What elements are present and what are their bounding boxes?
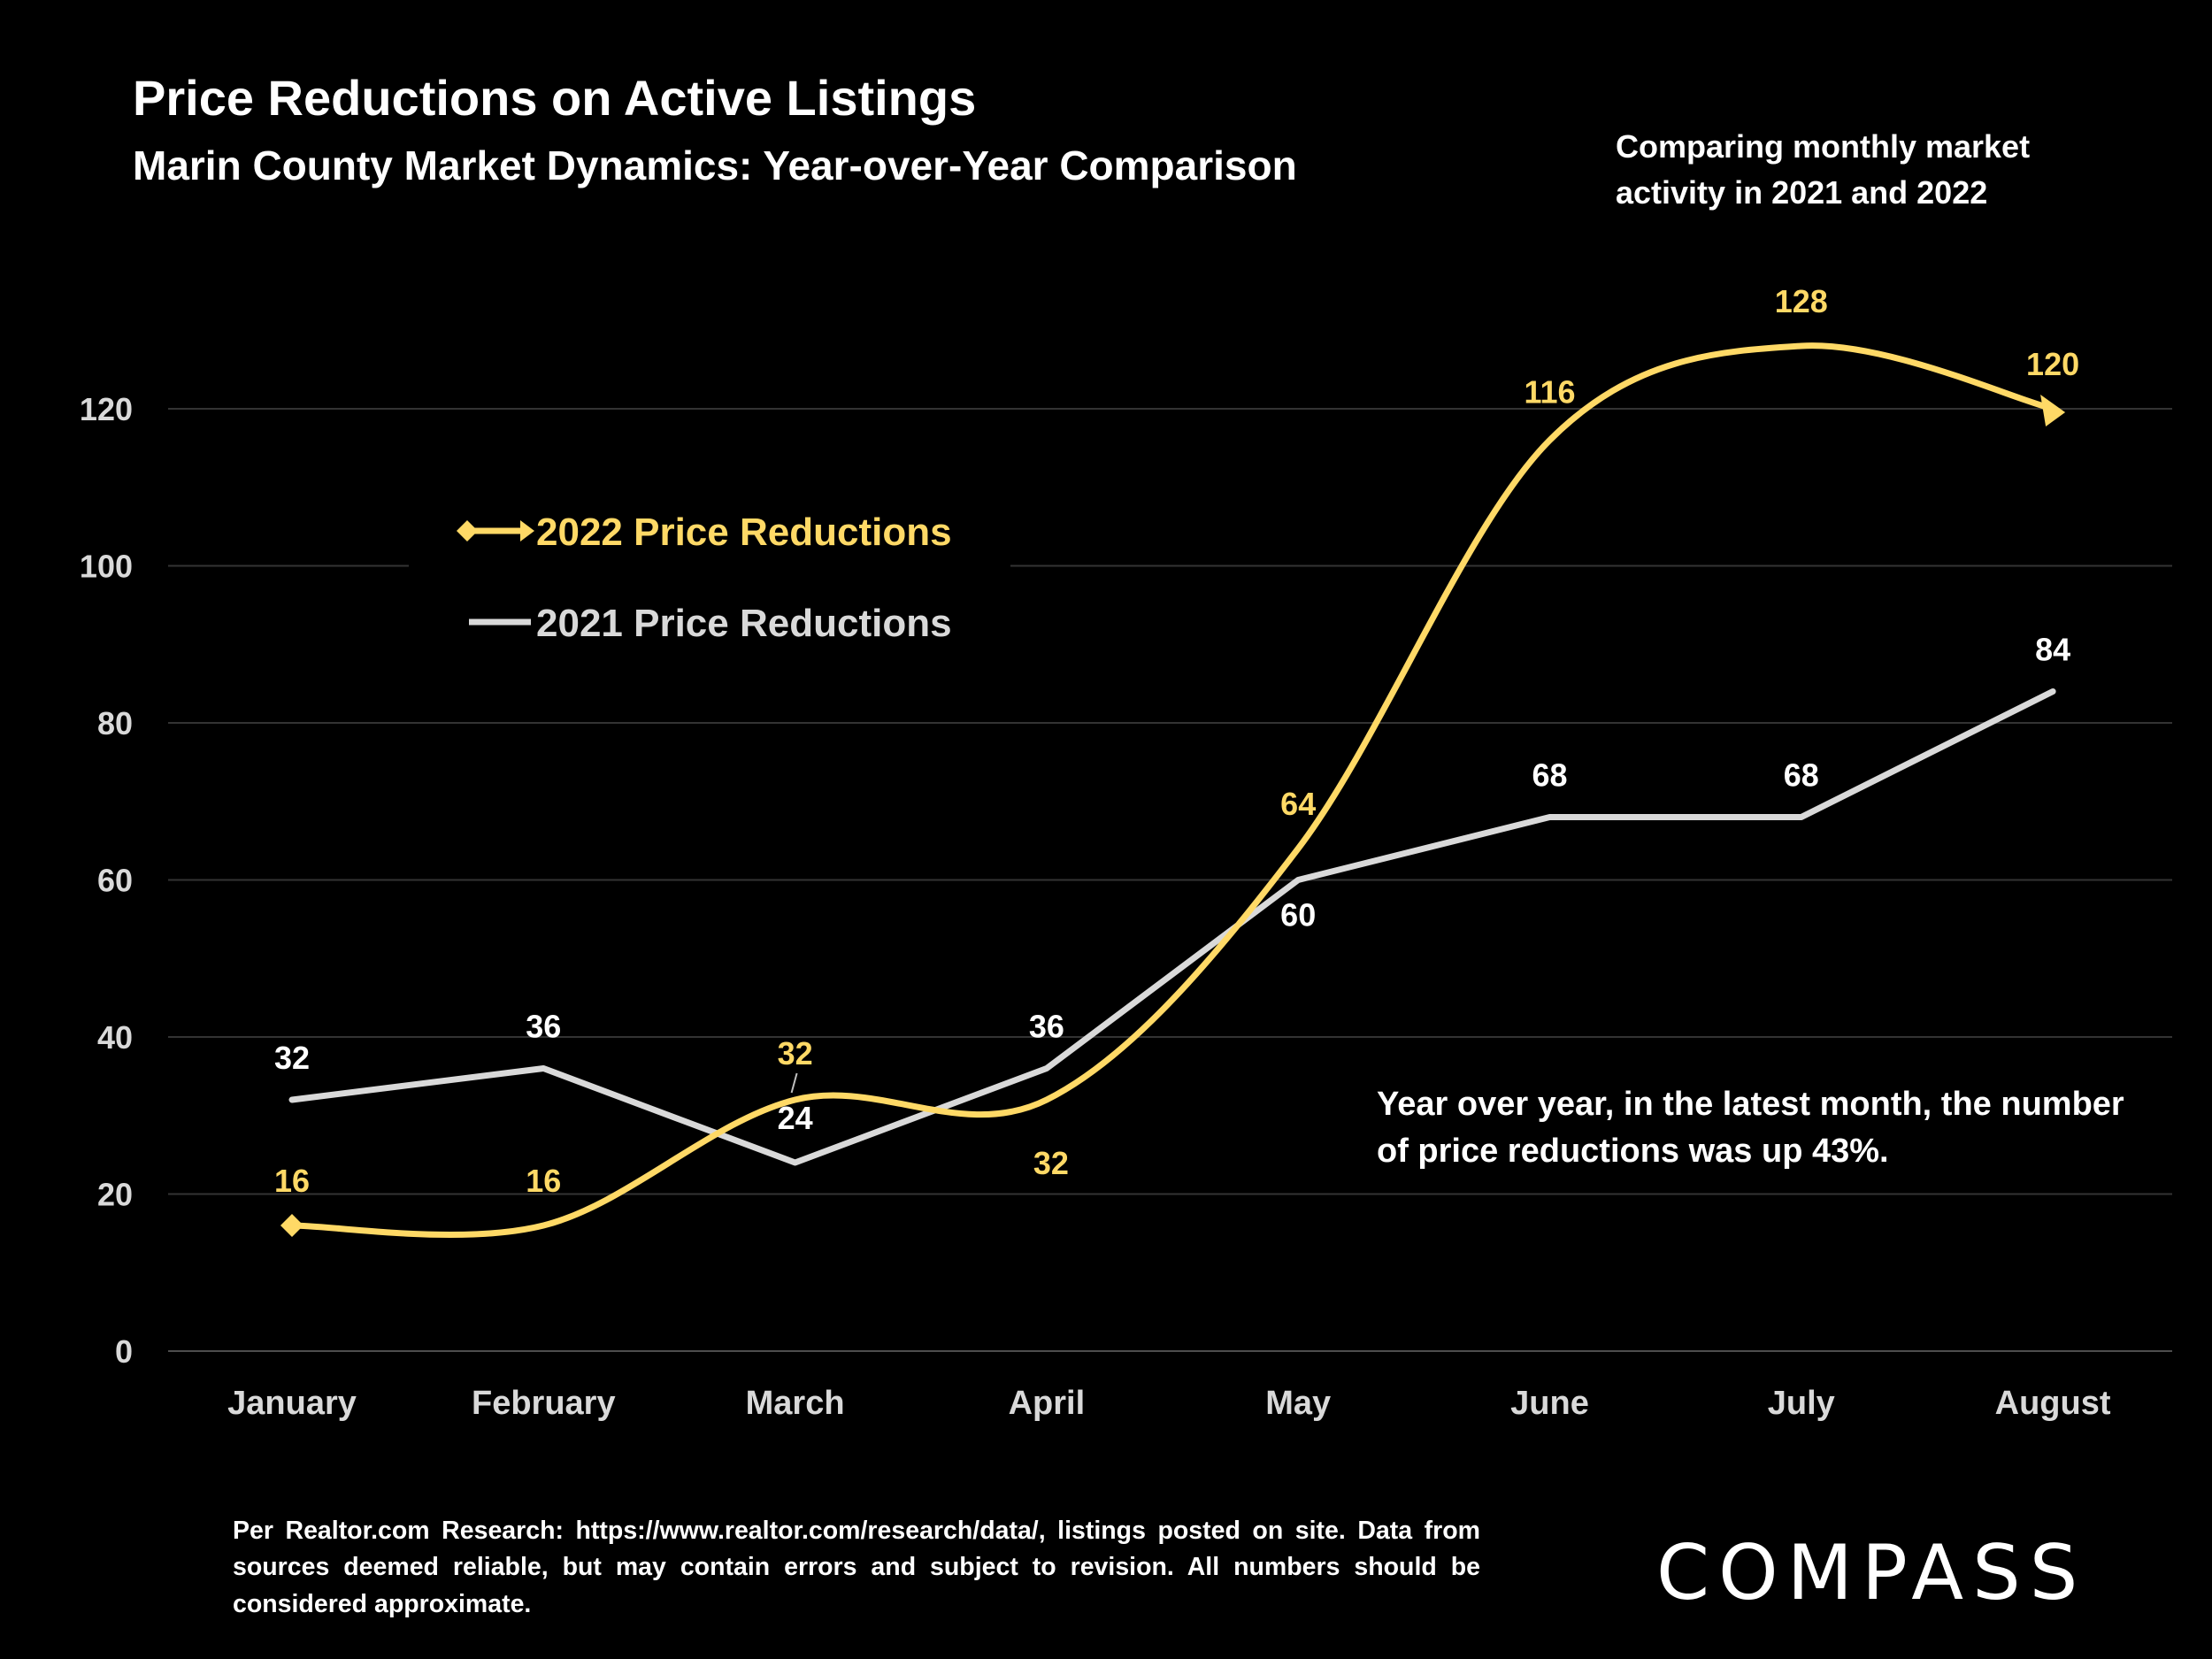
series-2021-data-label: 36 <box>526 1009 561 1045</box>
series-2022-data-label: 64 <box>1280 786 1316 822</box>
x-tick-label: July <box>1768 1385 1835 1422</box>
legend-2022-label: 2022 Price Reductions <box>536 511 952 554</box>
x-tick-label: June <box>1510 1385 1589 1422</box>
x-tick-label: April <box>1009 1385 1086 1422</box>
x-tick-label: January <box>227 1385 357 1422</box>
series-2021-data-label: 68 <box>1784 757 1819 794</box>
series-2022-data-label: 16 <box>274 1163 310 1199</box>
series-2021-data-label: 68 <box>1532 757 1567 794</box>
y-tick-label: 60 <box>97 863 133 899</box>
series-2021-data-label: 24 <box>778 1100 813 1136</box>
x-tick-label: March <box>746 1385 845 1422</box>
series-2022-end-arrow <box>2040 395 2066 426</box>
series-2022-data-label: 32 <box>1033 1145 1069 1181</box>
compass-logo: COMPASS <box>1656 1529 2087 1617</box>
series-2022-data-label: 128 <box>1775 283 1828 319</box>
legend-2022-arrow <box>520 520 534 541</box>
x-tick-label: May <box>1265 1385 1331 1422</box>
y-tick-label: 120 <box>80 391 133 427</box>
chart-subtitle: Marin County Market Dynamics: Year-over-… <box>133 142 1297 188</box>
y-tick-label: 40 <box>97 1019 133 1056</box>
data-label-leader <box>790 1072 798 1094</box>
callout-text: Year over year, in the latest month, the… <box>1377 1086 2124 1171</box>
series-2022-data-label: 120 <box>2026 346 2079 382</box>
series-2022-start-marker <box>280 1214 303 1237</box>
legend-2022-marker <box>457 520 478 541</box>
series-2022-line <box>288 342 2056 1239</box>
y-tick-label: 0 <box>115 1333 133 1370</box>
x-tick-label: August <box>1995 1385 2111 1422</box>
legend-2021-label: 2021 Price Reductions <box>536 602 952 645</box>
y-tick-label: 80 <box>97 705 133 741</box>
side-note: Comparing monthly market activity in 202… <box>1616 128 2031 211</box>
series-2021-data-label: 84 <box>2035 632 2070 668</box>
y-tick-label: 20 <box>97 1177 133 1213</box>
series-2021-data-label: 32 <box>274 1040 310 1076</box>
source-footnote: Per Realtor.com Research: https://www.re… <box>233 1517 1480 1618</box>
series-2022-data-label: 32 <box>778 1035 813 1071</box>
chart-title: Price Reductions on Active Listings <box>133 70 977 126</box>
series-2021-data-label: 60 <box>1280 897 1316 933</box>
series-2021-line <box>288 688 2056 1166</box>
y-tick-label: 100 <box>80 549 133 585</box>
series-2022-data-label: 116 <box>1524 374 1575 411</box>
series-2021-data-label: 36 <box>1029 1009 1064 1045</box>
series-2022-data-label: 16 <box>526 1163 561 1199</box>
x-tick-label: February <box>472 1385 616 1422</box>
